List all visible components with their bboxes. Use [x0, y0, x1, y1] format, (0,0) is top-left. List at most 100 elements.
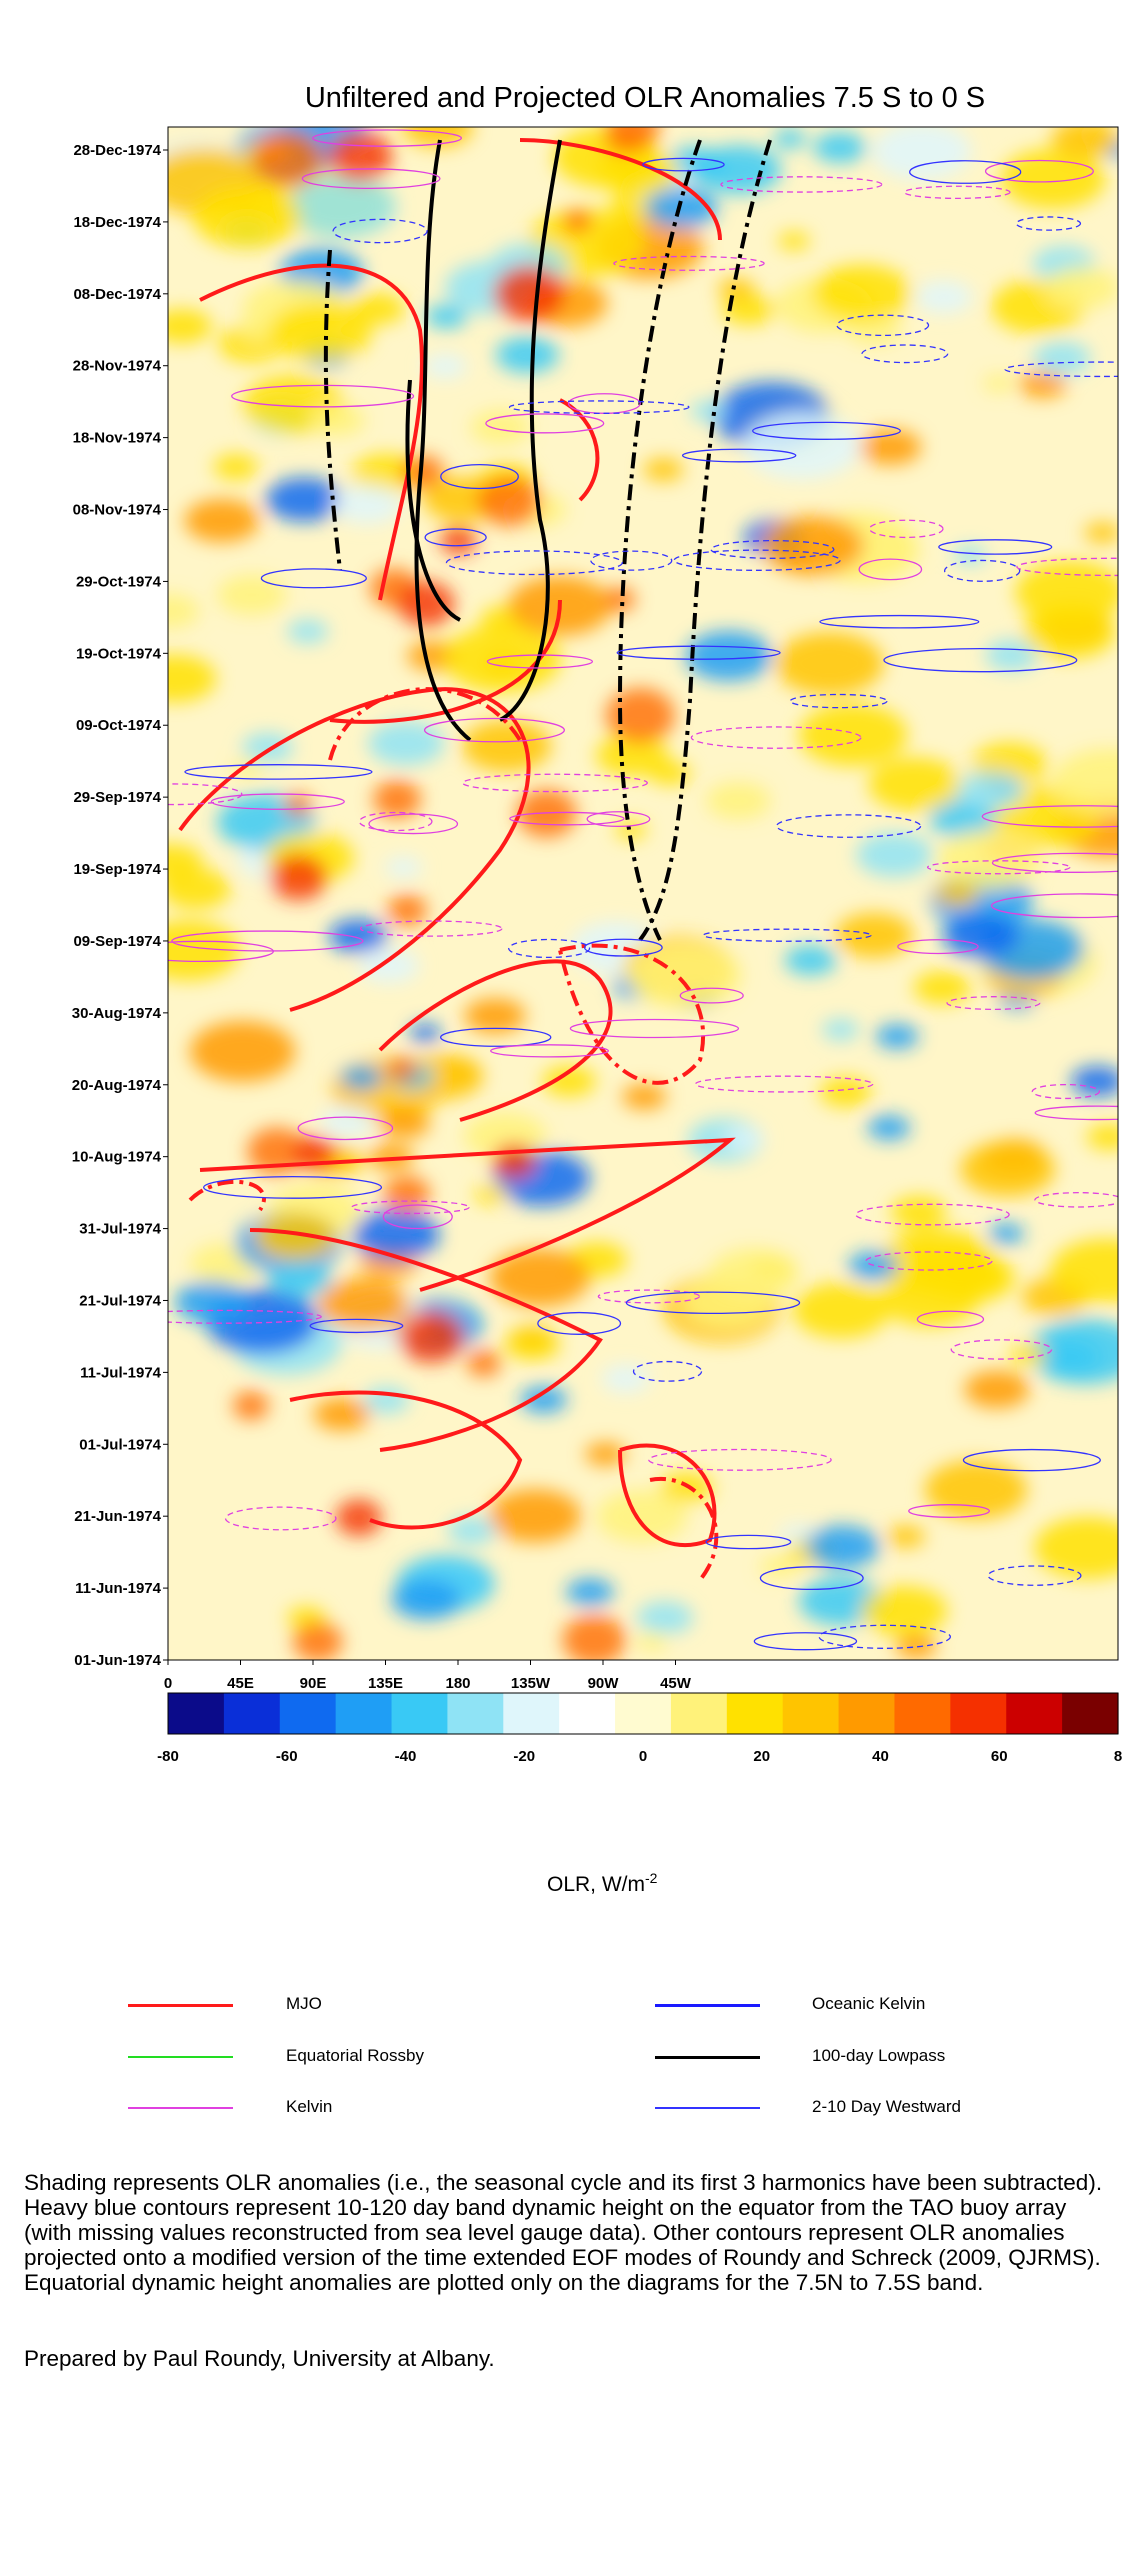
wave-contour: [332, 218, 428, 244]
wave-contour: [168, 1309, 322, 1324]
anomaly-blob: [743, 411, 862, 480]
anomaly-blob: [352, 1209, 440, 1260]
legend-swatch: [655, 2056, 760, 2059]
anomaly-blob: [283, 793, 313, 817]
legend-label: 2-10 Day Westward: [812, 2097, 961, 2116]
wave-contour: [301, 168, 441, 190]
legend-label: Kelvin: [286, 2097, 333, 2116]
anomaly-blob: [1034, 1516, 1118, 1579]
wave-contour: [358, 811, 433, 832]
wave-contour: [202, 1175, 383, 1199]
colorbar-tick-label: -20: [513, 1748, 535, 1765]
mjo-contour: [199, 263, 424, 601]
colorbar-tick-label: 0: [639, 1748, 647, 1765]
anomaly-blob: [886, 1525, 926, 1548]
wave-contour: [359, 920, 503, 937]
colorbar-tick-label: -60: [276, 1748, 298, 1765]
anomaly-blob: [470, 410, 531, 445]
colorbar-tick-label: 40: [872, 1748, 889, 1765]
anomaly-blob: [385, 856, 423, 879]
anomaly-blob: [778, 231, 810, 251]
wave-contour: [486, 654, 594, 669]
wave-contour: [508, 400, 690, 414]
wave-contour: [648, 1448, 832, 1471]
anomaly-blob: [269, 854, 328, 901]
wave-contour: [382, 1204, 453, 1230]
anomaly-blob: [287, 619, 329, 644]
wave-contour: [858, 558, 923, 581]
anomaly-blob: [265, 477, 343, 522]
lowpass-contour-negative: [323, 249, 342, 571]
wave-contour: [720, 176, 883, 193]
wave-contour: [702, 928, 872, 942]
anomaly-blob: [192, 185, 302, 249]
anomaly-blob: [168, 654, 217, 703]
y-tick-label: 01-Jun-1974: [74, 1652, 161, 1669]
anomaly-blob: [349, 292, 405, 325]
anomaly-blob: [242, 733, 294, 763]
wave-contour: [309, 1318, 404, 1334]
anomaly-blob: [320, 1105, 376, 1138]
anomaly-blob: [636, 1601, 694, 1634]
anomaly-blob: [287, 175, 397, 239]
wave-contour: [710, 539, 835, 559]
anomaly-blob: [1086, 1124, 1118, 1150]
wave-contour: [509, 811, 625, 826]
anomaly-blob: [1033, 341, 1091, 375]
anomaly-blob: [409, 1023, 442, 1043]
anomaly-blob: [685, 630, 773, 682]
anomaly-blob: [822, 1018, 860, 1041]
anomaly-blob: [1084, 522, 1118, 544]
wave-contour: [818, 1624, 952, 1649]
anomaly-blob: [566, 1578, 614, 1606]
legend-swatch: [128, 2004, 233, 2007]
legend-label: 100-day Lowpass: [812, 2046, 946, 2065]
wave-contour: [938, 539, 1053, 555]
wave-contour: [690, 726, 862, 749]
anomaly-blob: [504, 1328, 560, 1361]
anomaly-blob: [489, 1248, 591, 1307]
anomaly-blob: [622, 1084, 667, 1110]
anomaly-blob: [813, 132, 867, 163]
anomaly-blob: [1018, 370, 1067, 398]
anomaly-blob: [985, 639, 1039, 671]
y-tick-label: 30-Aug-1974: [72, 1005, 162, 1022]
wave-contour: [694, 1075, 874, 1093]
wave-contour: [590, 550, 673, 571]
anomaly-blob: [184, 498, 260, 543]
y-tick-label: 09-Oct-1974: [76, 717, 162, 734]
anomaly-blob: [495, 336, 559, 374]
colorbar-swatch: [503, 1693, 560, 1734]
legend-swatch: [655, 2004, 760, 2007]
wave-contour: [868, 519, 944, 539]
wave-contour: [297, 1116, 394, 1141]
anomaly-blob: [895, 1634, 937, 1659]
anomaly-blob: [477, 475, 542, 527]
anomaly-blob: [217, 574, 287, 615]
anomaly-blob: [189, 1020, 296, 1082]
anomaly-blob: [1010, 1343, 1048, 1366]
anomaly-blob: [313, 1397, 371, 1431]
colorbar-swatch: [894, 1693, 951, 1734]
wave-contour: [987, 1565, 1082, 1586]
y-tick-label: 01-Jul-1974: [79, 1436, 161, 1453]
anomaly-blob: [391, 1579, 462, 1620]
anomaly-blob: [1045, 266, 1118, 310]
anomaly-blob: [383, 1175, 431, 1214]
anomaly-blob: [1051, 127, 1118, 159]
wave-contour: [490, 1044, 609, 1058]
y-tick-label: 29-Oct-1974: [76, 573, 162, 590]
colorbar-swatch: [168, 1693, 225, 1734]
wave-contour: [632, 1360, 703, 1382]
mjo-contour: [199, 1137, 736, 1292]
y-tick-label: 10-Aug-1974: [72, 1149, 162, 1166]
anomaly-blob: [397, 581, 455, 627]
anomaly-blob: [440, 525, 477, 555]
anomaly-blob: [447, 1517, 496, 1545]
lowpass-contour: [499, 139, 562, 722]
anomaly-blob: [936, 829, 1041, 890]
anomaly-blob: [982, 374, 1015, 393]
lowpass-contour-negative: [617, 139, 702, 941]
anomaly-blob: [924, 1460, 1028, 1520]
anomaly-blob: [585, 1442, 626, 1466]
